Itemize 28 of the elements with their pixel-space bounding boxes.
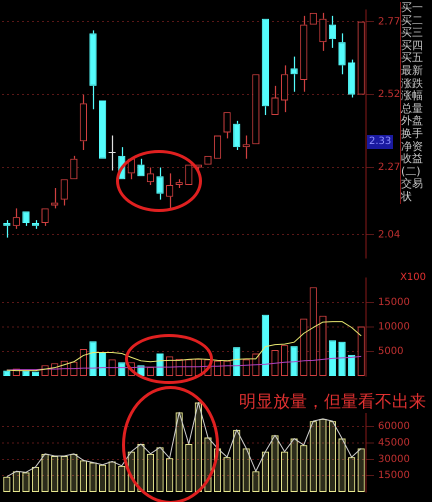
text: 买三 <box>401 26 424 40</box>
text: 交易状 <box>401 177 424 204</box>
y-tick-label: 2.04 <box>378 229 400 240</box>
text: 买二 <box>401 14 424 27</box>
text: X100 <box>398 272 428 283</box>
text: 换手 <box>401 126 424 141</box>
text: 外盘 <box>401 114 424 128</box>
y-tick-label: 45000 <box>378 438 410 449</box>
text: 最新 <box>401 64 424 78</box>
annotation: 明显放量，但量看不出来 <box>237 390 428 413</box>
text: 总量 <box>401 102 424 115</box>
y-tick-label: 60000 <box>378 421 410 432</box>
text: 涨幅 <box>401 89 424 103</box>
y-tick-label: 15000 <box>378 297 410 308</box>
text: 净资 <box>401 140 424 153</box>
text: 买五 <box>401 51 424 64</box>
y-tick-label: 15000 <box>378 470 410 482</box>
text: 买一 <box>401 1 424 15</box>
y-tick-label: 10000 <box>378 322 410 333</box>
y-tick-label: 5000 <box>378 346 404 358</box>
text: 收益(二) <box>401 152 424 178</box>
y-tick-label: 2.52 <box>378 89 400 100</box>
text: 2.33 <box>367 135 394 149</box>
y-tick-label: 2.27 <box>378 162 400 174</box>
text: 涨跌 <box>401 76 424 90</box>
y-tick-label: 30000 <box>378 454 410 465</box>
text: 买四 <box>401 38 424 52</box>
y-tick-label: 2.77 <box>378 16 400 28</box>
